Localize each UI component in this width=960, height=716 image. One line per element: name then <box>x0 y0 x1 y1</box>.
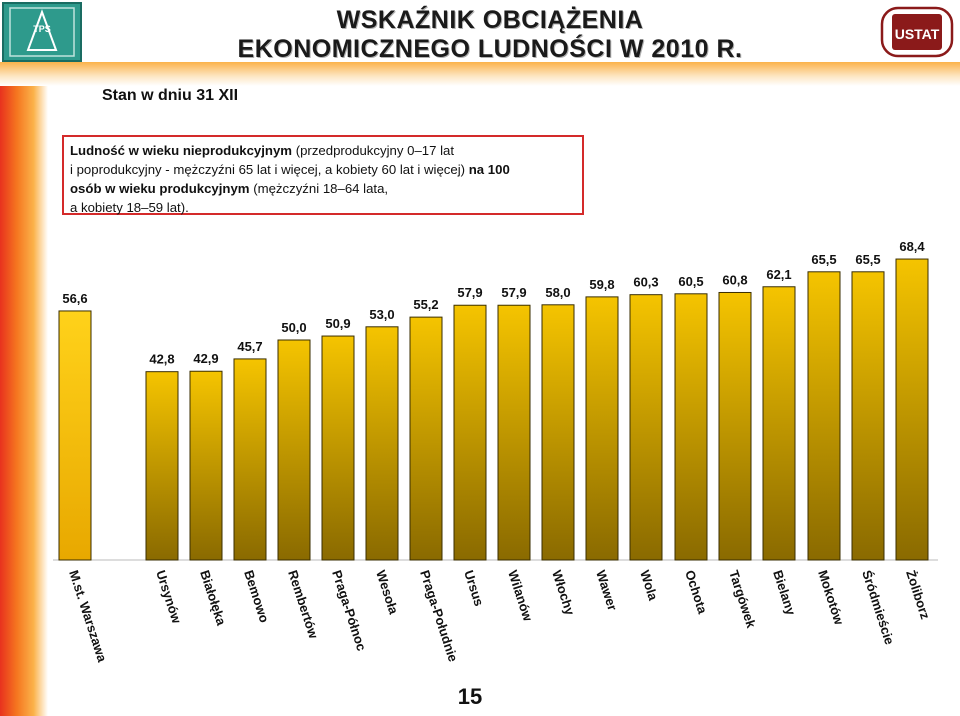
category-label-4: Rembertów <box>285 568 321 641</box>
bar-1 <box>145 371 179 561</box>
bar-2 <box>189 370 223 561</box>
value-label-4: 50,0 <box>281 320 306 335</box>
category-label-13: Ochota <box>682 568 710 616</box>
note-line1-bold: Ludność w wieku nieprodukcyjnym <box>70 143 293 158</box>
bar-18 <box>895 258 929 561</box>
value-label-13: 60,5 <box>678 274 703 289</box>
subtitle: Stan w dniu 31 XII <box>102 87 239 104</box>
value-label-14: 60,8 <box>722 272 747 287</box>
definition-note: Ludność w wieku nieprodukcyjnym (przedpr… <box>62 135 584 215</box>
note-line4-rest: a kobiety 18–59 lat). <box>70 200 189 215</box>
bar-6 <box>365 326 399 561</box>
value-label-15: 62,1 <box>766 267 791 282</box>
bar-13 <box>674 293 708 561</box>
bar-9 <box>497 304 531 561</box>
value-label-12: 60,3 <box>633 275 658 290</box>
title-line-1: WSKAŹNIK OBCIĄŻENIA <box>336 6 644 34</box>
tps-logo-text: TPS <box>33 24 51 34</box>
note-line3-bold: osób w wieku produkcyjnym <box>70 181 250 196</box>
value-label-0: 56,6 <box>62 291 87 306</box>
note-line3-rest: (mężczyźni 18–64 lata, <box>249 181 389 196</box>
bar-10 <box>541 304 575 561</box>
category-label-17: Śródmieście <box>859 568 897 646</box>
category-label-9: Wilanów <box>505 568 536 624</box>
value-label-11: 59,8 <box>589 277 614 292</box>
value-label-10: 58,0 <box>545 285 570 300</box>
bar-14 <box>718 291 752 561</box>
category-label-8: Ursus <box>461 568 487 608</box>
category-label-6: Wesoła <box>373 568 401 616</box>
bar-7 <box>409 316 443 561</box>
category-label-15: Bielany <box>770 568 799 617</box>
category-label-5: Praga-Północ <box>329 568 369 652</box>
ustat-logo: USTAT <box>880 6 954 58</box>
value-label-9: 57,9 <box>501 285 526 300</box>
bar-5 <box>321 335 355 561</box>
bar-16 <box>807 271 841 561</box>
ustat-logo-text: USTAT <box>895 26 940 42</box>
value-label-2: 42,9 <box>193 351 218 366</box>
page-title: WSKAŹNIK OBCIĄŻENIA EKONOMICZNEGO LUDNOŚ… <box>150 6 830 64</box>
value-label-16: 65,5 <box>811 252 836 267</box>
value-label-8: 57,9 <box>457 285 482 300</box>
value-label-3: 45,7 <box>237 339 262 354</box>
value-label-17: 65,5 <box>855 252 880 267</box>
top-decor-band <box>0 62 960 86</box>
category-label-18: Żoliborz <box>903 568 933 621</box>
title-line-2: EKONOMICZNEGO LUDNOŚCI W 2010 R. <box>237 35 743 63</box>
category-label-1: Ursynów <box>153 568 185 626</box>
bar-chart: 56,6 M.st. Warszawa 42,8 Ursynów 42,9 Białołę… <box>53 239 938 665</box>
category-label-0: M.st. Warszawa <box>66 568 110 664</box>
bar-12 <box>629 294 663 561</box>
category-label-16: Mokotów <box>815 568 847 627</box>
bar-0 <box>58 310 92 561</box>
category-label-14: Targówek <box>726 568 759 630</box>
tps-logo: TPS <box>2 2 82 62</box>
note-line2-rest: i poprodukcyjny - mężczyźni 65 lat i wię… <box>70 162 469 177</box>
value-label-1: 42,8 <box>149 352 174 367</box>
value-label-5: 50,9 <box>325 316 350 331</box>
category-label-12: Wola <box>637 568 661 603</box>
category-label-7: Praga-Południe <box>417 568 461 663</box>
page-number: 15 <box>457 684 483 709</box>
bar-11 <box>585 296 619 561</box>
category-label-3: Bemowo <box>241 568 272 624</box>
note-line2-bold: na 100 <box>468 162 510 177</box>
category-label-2: Białołęka <box>197 568 229 628</box>
bar-15 <box>762 286 796 561</box>
bar-3 <box>233 358 267 561</box>
bar-4 <box>277 339 311 561</box>
note-line1-rest: (przedprodukcyjny 0–17 lat <box>292 143 455 158</box>
bar-17 <box>851 271 885 561</box>
value-label-18: 68,4 <box>899 239 925 254</box>
value-label-7: 55,2 <box>413 297 438 312</box>
bar-8 <box>453 304 487 561</box>
category-label-11: Wawer <box>593 568 620 612</box>
category-label-10: Włochy <box>549 568 578 617</box>
left-decor-strip <box>0 62 48 716</box>
value-label-6: 53,0 <box>369 307 394 322</box>
